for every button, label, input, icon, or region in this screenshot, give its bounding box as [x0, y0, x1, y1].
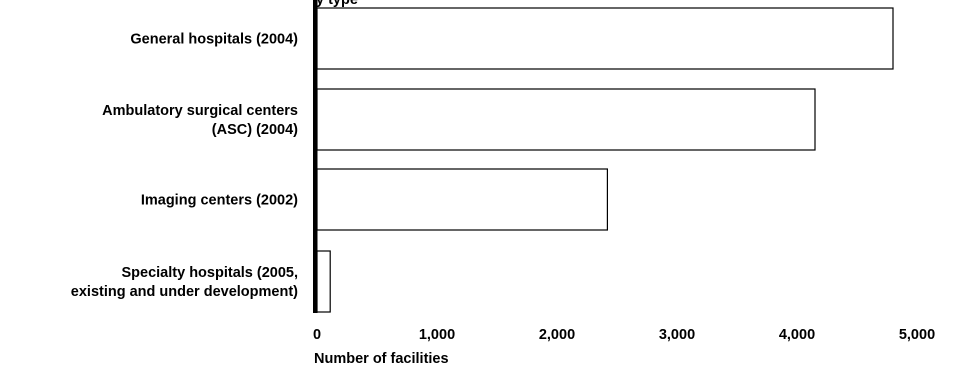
bar-3: [316, 168, 608, 231]
x-tick-label: 3,000: [659, 327, 695, 343]
category-label-3: Imaging centers (2002): [141, 193, 298, 209]
bar-1: [316, 7, 894, 70]
x-tick-label: 4,000: [779, 327, 815, 343]
category-label-line: existing and under development): [71, 284, 298, 300]
category-label-line: (ASC) (2004): [212, 122, 298, 138]
x-tick-label: 5,000: [899, 327, 935, 343]
bar-4: [316, 250, 331, 313]
x-axis-title: Number of facilities: [314, 351, 449, 367]
x-tick-label: 0: [313, 327, 321, 343]
x-tick-label: 1,000: [419, 327, 455, 343]
category-label-line: Imaging centers (2002): [141, 193, 298, 209]
x-tick-label: 2,000: [539, 327, 575, 343]
category-label-2: Ambulatory surgical centers (ASC) (2004): [102, 103, 298, 138]
category-label-line: Ambulatory surgical centers: [102, 103, 298, 119]
category-label-line: General hospitals (2004): [130, 32, 298, 48]
chart-title-fragment: y type: [316, 0, 358, 8]
category-label-1: General hospitals (2004): [130, 32, 298, 48]
category-label-line: Specialty hospitals (2005,: [122, 265, 299, 281]
y-axis-line: [313, 0, 318, 313]
category-label-4: Specialty hospitals (2005, existing and u…: [71, 265, 298, 300]
bar-2: [316, 88, 816, 151]
